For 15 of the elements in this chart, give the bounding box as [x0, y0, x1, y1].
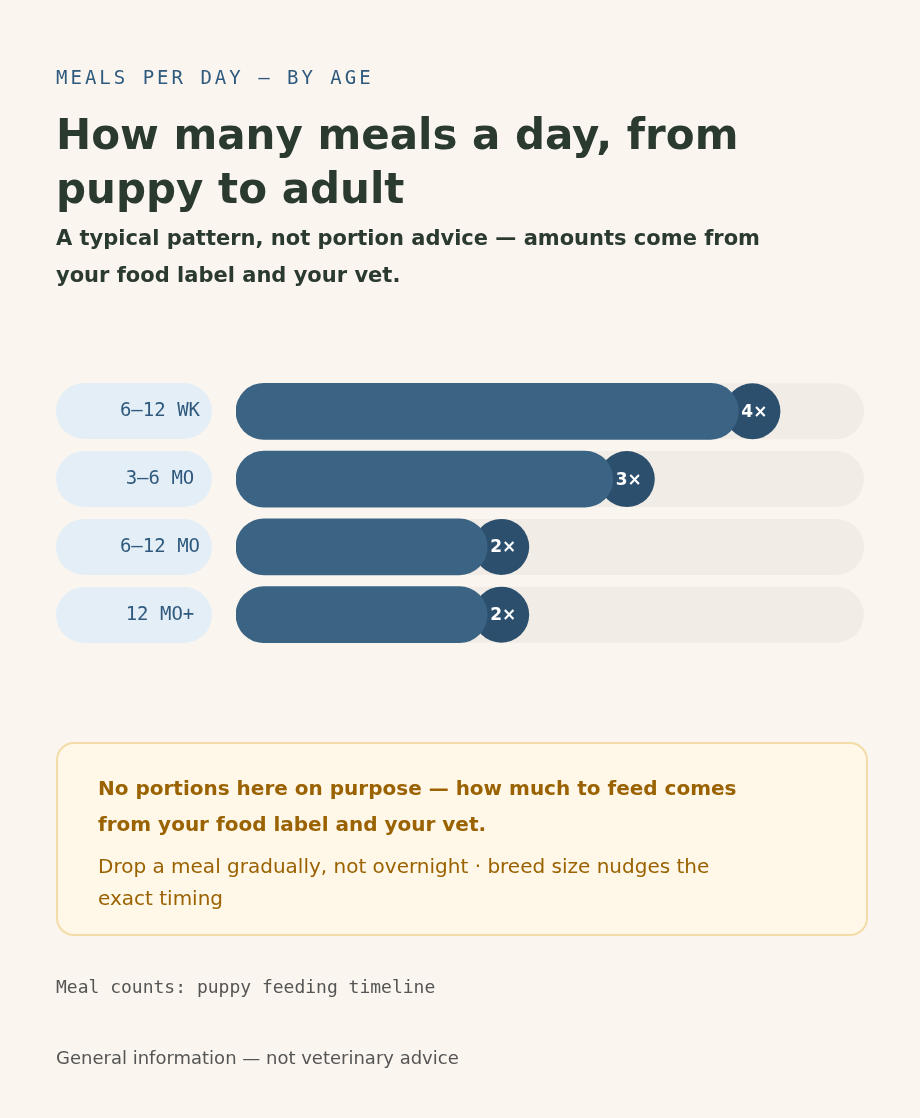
y-tick-label: 3–6 MO — [125, 466, 195, 489]
y-tick-label: 12 MO+ — [125, 601, 195, 624]
y-tick-label: 6–12 MO — [119, 533, 200, 556]
data-label: 3× — [615, 468, 642, 489]
data-label: 4× — [741, 400, 768, 421]
text: General information — not veterinary advice — [56, 1047, 460, 1068]
text: No portions here on purpose — how much to feed comes from your food label and your vet. — [98, 775, 738, 838]
data-label: 2× — [490, 604, 517, 625]
text: Meal counts: puppy feeding timeline — [56, 976, 437, 997]
y-tick-label: 6–12 WK — [119, 398, 201, 421]
data-label: 2× — [490, 536, 517, 557]
text: MEALS PER DAY — BY AGE — [56, 66, 375, 88]
chart-subtitle: A typical pattern, not portion advice — amounts come from your food label and your vet. — [56, 225, 761, 289]
chart-title: How many meals a day, from puppy to adult — [56, 109, 740, 215]
text: Drop a meal gradually, not overnight · breed size nudges the exact timing — [98, 853, 711, 912]
